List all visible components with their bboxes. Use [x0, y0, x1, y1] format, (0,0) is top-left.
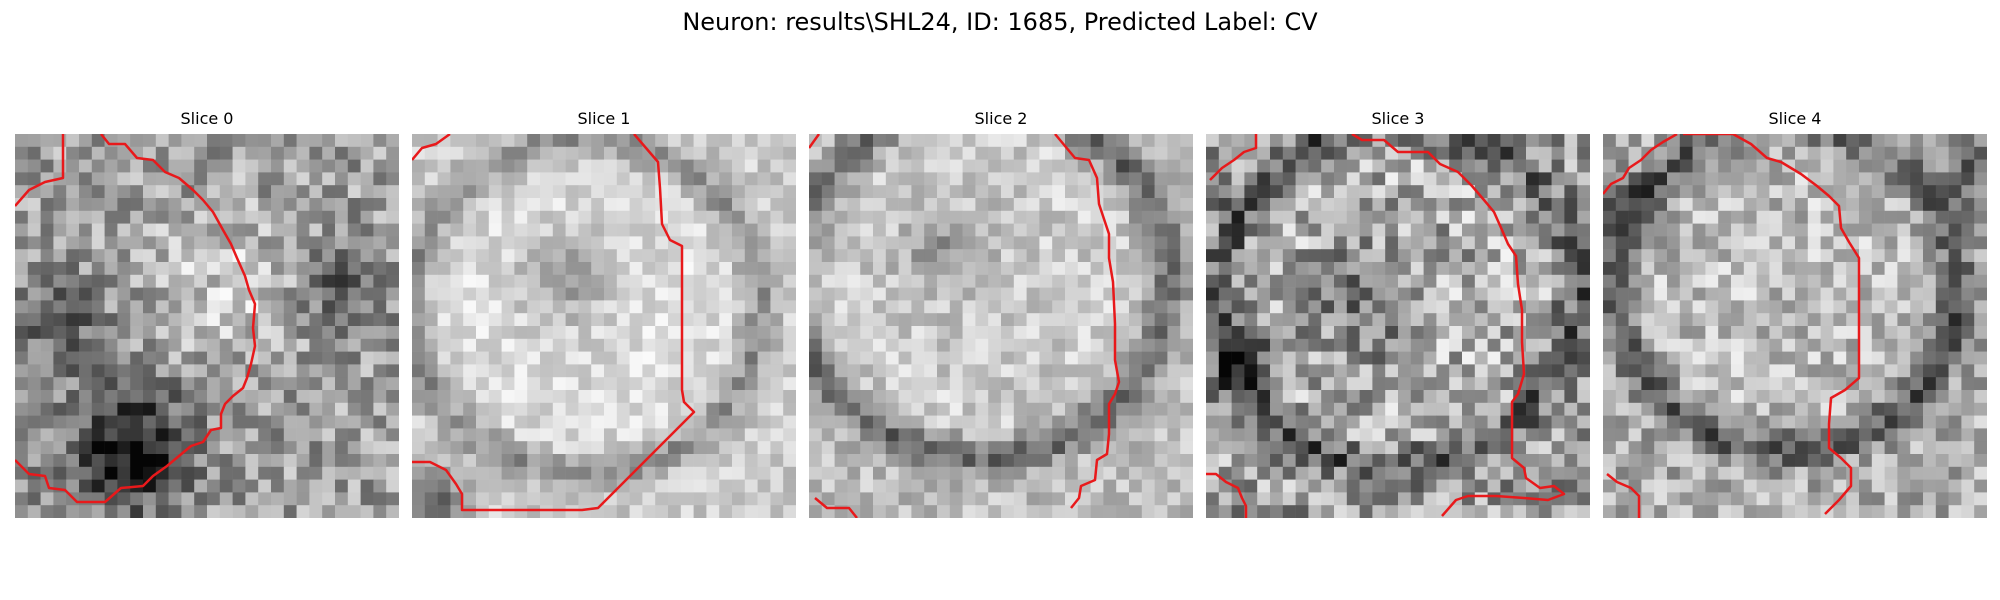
contour-line-1-1: [412, 134, 696, 512]
contour-line-3-2: [1206, 472, 1248, 518]
contour-line-0-1: [15, 134, 257, 504]
contour-line-2-1: [1054, 134, 1121, 509]
contour-line-2-0: [809, 134, 821, 149]
pixel-grid-4: [1603, 134, 1987, 518]
pixel-grid-2: [809, 134, 1193, 518]
contour-line-4-2: [1606, 473, 1641, 518]
slice-image-1: [412, 134, 796, 518]
slice-image-0: [15, 134, 399, 518]
contour-overlay-4: [1603, 134, 1861, 518]
contour-line-0-0: [15, 134, 65, 207]
pixel-grid-1: [412, 134, 796, 518]
contour-line-2-2: [814, 497, 858, 518]
slice-title-1: Slice 1: [577, 109, 631, 128]
slice-image-3: [1206, 134, 1590, 518]
figure-title: Neuron: results\SHL24, ID: 1685, Predict…: [682, 8, 1318, 36]
contour-overlay-2: [809, 134, 1121, 518]
contour-line-1-0: [412, 134, 451, 161]
slice-title-2: Slice 2: [974, 109, 1028, 128]
slice-title-0: Slice 0: [180, 109, 234, 128]
slice-image-2: [809, 134, 1193, 518]
slice-title-3: Slice 3: [1371, 109, 1425, 128]
contour-line-4-1: [1683, 134, 1861, 515]
slice-title-4: Slice 4: [1768, 109, 1822, 128]
contour-line-3-0: [1209, 134, 1258, 181]
pixel-grid-0: [15, 134, 399, 518]
contour-overlay-3: [1206, 134, 1566, 518]
pixel-grid-3: [1206, 134, 1590, 518]
contour-overlay-0: [15, 134, 257, 504]
slice-image-4: [1603, 134, 1987, 518]
contour-line-3-1: [1351, 134, 1566, 517]
contour-overlay-1: [412, 134, 696, 512]
contour-line-4-0: [1603, 134, 1678, 195]
